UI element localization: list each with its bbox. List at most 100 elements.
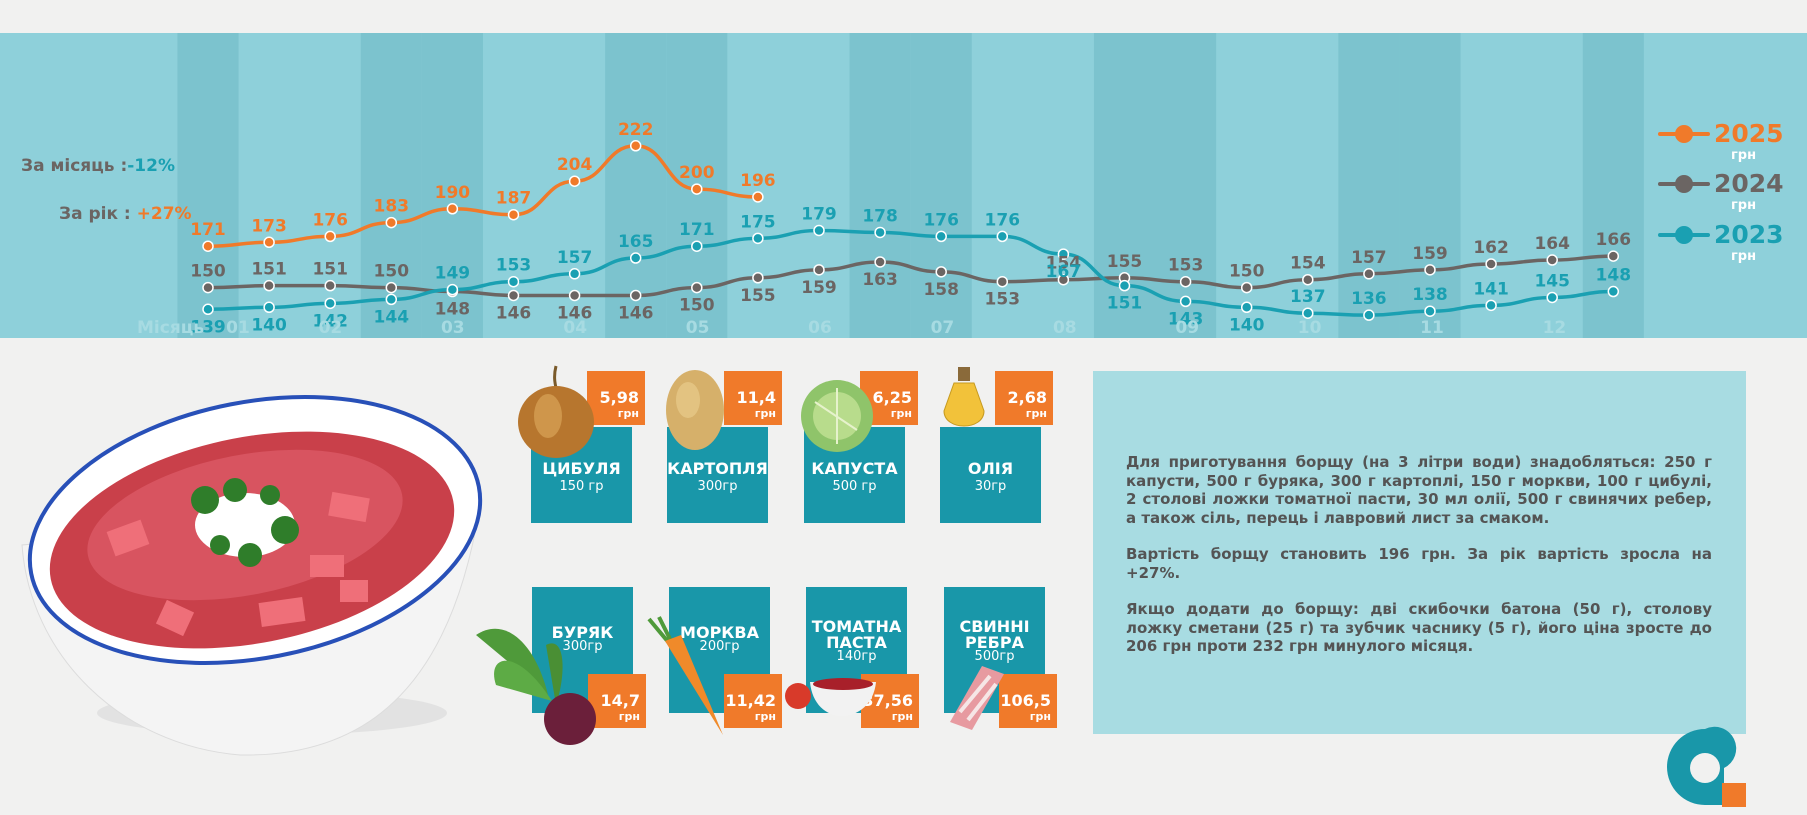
data-point-2023 [1302, 307, 1314, 319]
price-value: 37,56 [862, 691, 913, 710]
ingredient-name: КАРТОПЛЯ [667, 459, 768, 478]
data-point-2024 [691, 281, 703, 294]
data-point-2023 [202, 303, 214, 316]
data-label-2023: 176 [923, 210, 959, 230]
data-label-2023: 149 [435, 264, 471, 284]
ingredient-quantity: 500гр [974, 649, 1015, 664]
data-point-2023 [1240, 301, 1253, 314]
price-unit: грн [754, 407, 776, 420]
legend-dot-icon [1675, 125, 1693, 143]
potato-image [666, 370, 724, 450]
ingredient-card-oil: ОЛІЯ 30гр [940, 427, 1041, 523]
data-point-2023 [1607, 285, 1620, 298]
price-badge: 106,5 грн [999, 674, 1057, 728]
data-label-2024: 150 [374, 262, 410, 282]
data-point-2024 [1424, 264, 1436, 276]
x-tick-label: 07 [931, 318, 955, 338]
x-tick-label: 06 [808, 318, 832, 338]
data-label-2023: 137 [1290, 287, 1326, 307]
data-point-2023 [1546, 291, 1558, 304]
month-stripe [1093, 33, 1156, 338]
data-point-2024 [1179, 275, 1192, 288]
data-label-2023: 138 [1412, 285, 1448, 305]
data-label-2023: 167 [1046, 262, 1082, 282]
price-unit: грн [617, 407, 639, 420]
data-point-2023 [752, 232, 764, 245]
data-label-2024: 166 [1596, 230, 1632, 250]
data-point-2023 [507, 275, 520, 288]
month-stripe [910, 33, 972, 338]
x-axis-label: Місяць [137, 318, 204, 338]
data-label-2024: 150 [190, 262, 226, 282]
data-label-2024: 163 [862, 270, 898, 290]
data-label-2023: 143 [1168, 309, 1204, 329]
data-point-2025 [629, 140, 642, 152]
data-point-2023 [385, 293, 398, 306]
legend-dot-icon [1675, 175, 1693, 193]
data-label-2024: 151 [251, 260, 287, 280]
data-point-2024 [385, 281, 398, 294]
data-label-2023: 171 [679, 220, 715, 240]
price-value: 11,42 [725, 691, 776, 710]
legend-label: 2023 [1714, 220, 1784, 249]
legend-label: 2024 [1714, 169, 1784, 198]
ingredient-quantity: 500 гр [832, 479, 877, 494]
data-point-2024 [813, 264, 825, 276]
year-change-label: За рік : +27% [59, 204, 192, 224]
data-point-2025 [324, 230, 336, 243]
data-label-2023: 140 [1229, 315, 1265, 335]
data-point-2023 [996, 230, 1009, 243]
x-tick-label: 04 [563, 318, 587, 338]
price-value: 2,68 [1007, 388, 1047, 407]
price-unit: грн [891, 710, 913, 723]
data-label-2023: 175 [740, 212, 776, 232]
month-stripe [849, 33, 911, 338]
data-label-2024: 146 [496, 303, 532, 323]
price-unit: грн [890, 407, 912, 420]
data-point-2024 [1363, 268, 1375, 280]
data-label-2025: 183 [374, 197, 410, 217]
ingredient-name: БУРЯК [551, 623, 614, 642]
data-point-2024 [568, 289, 581, 302]
data-point-2024 [1607, 250, 1620, 262]
x-tick-label: 12 [1543, 318, 1567, 338]
data-point-2025 [263, 236, 275, 249]
legend-dot-icon [1675, 226, 1693, 244]
info-paragraph-cost: Вартість борщу становить 196 грн. За рік… [1126, 545, 1712, 582]
data-label-2025: 200 [679, 163, 715, 183]
data-point-2024 [202, 281, 214, 294]
data-point-2024 [1485, 258, 1497, 270]
series-line-2025 [207, 144, 758, 248]
data-point-2025 [752, 191, 764, 203]
month-change-label: За місяць :-12% [21, 156, 175, 176]
data-label-2023: 179 [801, 204, 837, 224]
data-point-2025 [385, 216, 398, 229]
data-label-2023: 140 [251, 315, 287, 335]
data-point-2023 [324, 297, 336, 310]
data-label-2025: 190 [435, 183, 471, 203]
legend-item-2025: 2025 грн [1658, 119, 1807, 163]
data-label-2024: 155 [740, 286, 776, 306]
ingredient-quantity: 140гр [836, 649, 877, 664]
data-point-2023 [568, 268, 581, 280]
data-label-2024: 158 [923, 280, 959, 300]
data-label-2024: 155 [1107, 252, 1143, 272]
data-label-2023: 136 [1351, 289, 1387, 309]
data-point-2024 [1240, 281, 1253, 294]
borscht-bowl-image [21, 395, 483, 756]
info-box: Для приготування борщу (на 3 літри води)… [1093, 371, 1746, 734]
data-point-2025 [507, 208, 520, 221]
price-badge: 11,42 грн [724, 674, 782, 728]
data-label-2025: 222 [618, 120, 654, 140]
legend-label: 2025 [1714, 119, 1784, 148]
info-text: Для приготування борщу (на 3 літри води)… [1126, 453, 1712, 674]
ingredient-name: КАПУСТА [811, 459, 898, 478]
data-point-2023 [1179, 295, 1192, 308]
data-label-2024: 157 [1351, 248, 1387, 268]
price-unit: грн [754, 710, 776, 723]
info-paragraph-ingredients: Для приготування борщу (на 3 літри води)… [1126, 453, 1712, 527]
x-tick-label: 11 [1420, 318, 1444, 338]
pork-ribs-image [950, 666, 1004, 730]
x-tick-label: 10 [1298, 318, 1322, 338]
data-point-2023 [263, 301, 275, 314]
